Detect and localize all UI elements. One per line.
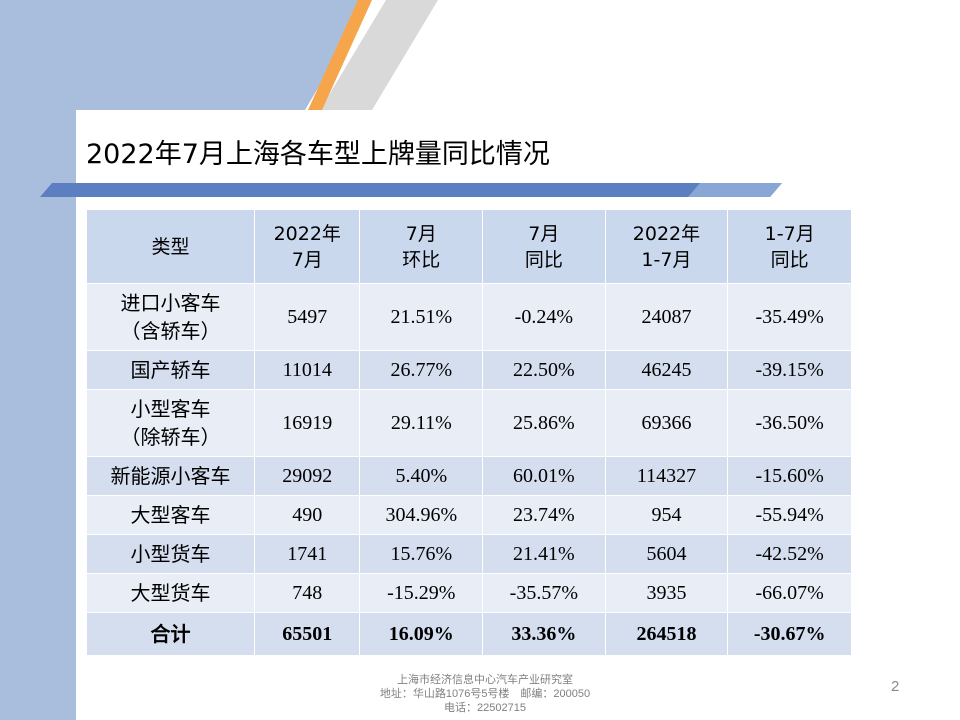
cell-july: 16919 — [254, 389, 361, 457]
cell-july: 11014 — [254, 350, 361, 390]
cell-mom: 21.51% — [359, 283, 484, 351]
cell-ytd-yoy: -55.94% — [727, 495, 852, 535]
header-july-mom: 7月 环比 — [359, 209, 484, 284]
cell-yoy: 60.01% — [482, 456, 606, 496]
cell-ytd: 24087 — [604, 283, 729, 351]
footer-address: 地址：华山路1076号5号楼 邮编：200050 — [379, 688, 591, 700]
total-july: 65501 — [254, 612, 361, 656]
table-row: 国产轿车 11014 26.77% 22.50% 46245 -39.15% — [85, 350, 852, 390]
cell-ytd-yoy: -42.52% — [727, 534, 852, 574]
footer-organization: 上海市经济信息中心汽车产业研究室 — [397, 674, 573, 686]
header-ytd-2022: 2022年 1-7月 — [604, 209, 729, 284]
table-row: 大型货车 748 -15.29% -35.57% 3935 -66.07% — [85, 573, 852, 613]
row-type: 国产轿车 — [85, 350, 256, 390]
cell-mom: 304.96% — [359, 495, 484, 535]
row-type: 小型客车 （除轿车） — [85, 389, 256, 457]
total-ytd-yoy: -30.67% — [727, 612, 852, 656]
cell-yoy: 21.41% — [482, 534, 606, 574]
cell-ytd: 114327 — [604, 456, 729, 496]
title-underline-bar — [40, 183, 782, 197]
header-july-yoy: 7月 同比 — [482, 209, 606, 284]
top-gray-stripe — [320, 0, 438, 110]
cell-ytd: 5604 — [604, 534, 729, 574]
slide-footer: 上海市经济信息中心汽车产业研究室 地址：华山路1076号5号楼 邮编：20005… — [330, 673, 640, 715]
cell-ytd: 46245 — [604, 350, 729, 390]
total-ytd: 264518 — [604, 612, 729, 656]
table-header-row: 类型 2022年 7月 7月 环比 7月 同比 2022年 1-7月 1-7月 同比 — [85, 209, 852, 284]
row-type: 小型货车 — [85, 534, 256, 574]
cell-july: 748 — [254, 573, 361, 613]
cell-yoy: 25.86% — [482, 389, 606, 457]
cell-yoy: -0.24% — [482, 283, 606, 351]
total-yoy: 33.36% — [482, 612, 606, 656]
total-mom: 16.09% — [359, 612, 484, 656]
cell-yoy: 22.50% — [482, 350, 606, 390]
table-row: 小型货车 1741 15.76% 21.41% 5604 -42.52% — [85, 534, 852, 574]
cell-mom: 29.11% — [359, 389, 484, 457]
cell-mom: 15.76% — [359, 534, 484, 574]
row-type: 新能源小客车 — [85, 456, 256, 496]
row-type: 进口小客车 （含轿车） — [85, 283, 256, 351]
cell-july: 29092 — [254, 456, 361, 496]
row-type: 大型客车 — [85, 495, 256, 535]
cell-ytd-yoy: -35.49% — [727, 283, 852, 351]
cell-july: 490 — [254, 495, 361, 535]
cell-mom: -15.29% — [359, 573, 484, 613]
top-orange-stripe — [308, 0, 372, 110]
cell-ytd: 954 — [604, 495, 729, 535]
slide-title: 2022年7月上海各车型上牌量同比情况 — [86, 139, 550, 170]
table-row: 小型客车 （除轿车） 16919 29.11% 25.86% 69366 -36.… — [85, 389, 852, 457]
cell-ytd-yoy: -66.07% — [727, 573, 852, 613]
top-left-blue-block — [0, 0, 370, 110]
cell-ytd: 69366 — [604, 389, 729, 457]
cell-ytd-yoy: -15.60% — [727, 456, 852, 496]
row-type: 大型货车 — [85, 573, 256, 613]
cell-july: 5497 — [254, 283, 361, 351]
table-total-row: 合计 65501 16.09% 33.36% 264518 -30.67% — [85, 612, 852, 656]
header-ytd-yoy: 1-7月 同比 — [727, 209, 852, 284]
cell-ytd: 3935 — [604, 573, 729, 613]
left-blue-band — [0, 110, 76, 720]
cell-mom: 5.40% — [359, 456, 484, 496]
cell-mom: 26.77% — [359, 350, 484, 390]
cell-yoy: -35.57% — [482, 573, 606, 613]
header-july-2022: 2022年 7月 — [254, 209, 361, 284]
vehicle-registration-table: 类型 2022年 7月 7月 环比 7月 同比 2022年 1-7月 1-7月 同比 进口… — [85, 209, 852, 656]
footer-phone: 电话：22502715 — [444, 702, 526, 714]
header-type: 类型 — [85, 209, 256, 284]
table-row: 进口小客车 （含轿车） 5497 21.51% -0.24% 24087 -35.… — [85, 283, 852, 351]
cell-ytd-yoy: -39.15% — [727, 350, 852, 390]
cell-july: 1741 — [254, 534, 361, 574]
cell-yoy: 23.74% — [482, 495, 606, 535]
cell-ytd-yoy: -36.50% — [727, 389, 852, 457]
table-row: 新能源小客车 29092 5.40% 60.01% 114327 -15.60% — [85, 456, 852, 496]
title-underline-accent — [688, 183, 782, 197]
total-label: 合计 — [85, 612, 256, 656]
page-number: 2 — [891, 678, 900, 695]
table-row: 大型客车 490 304.96% 23.74% 954 -55.94% — [85, 495, 852, 535]
